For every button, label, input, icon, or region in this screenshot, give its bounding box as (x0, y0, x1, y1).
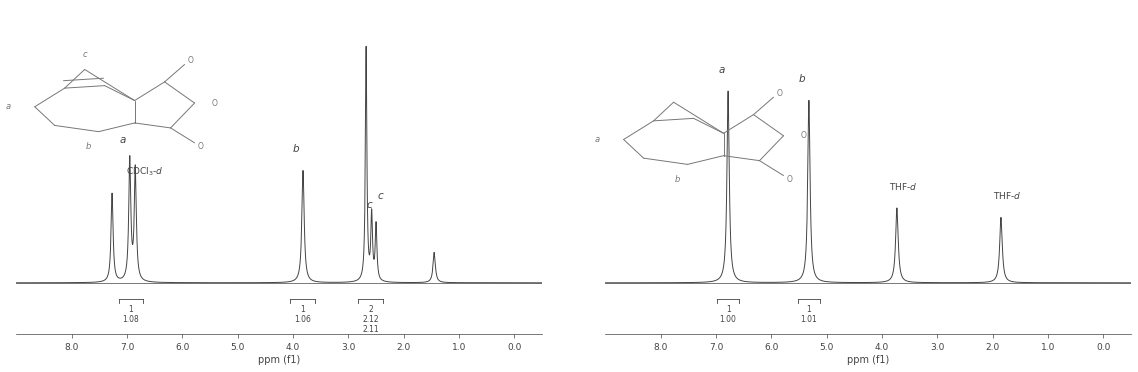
Text: THF-$d$: THF-$d$ (889, 181, 917, 192)
Text: b: b (799, 74, 806, 84)
Text: O: O (786, 175, 792, 184)
Text: a: a (594, 135, 600, 144)
Text: c: c (377, 191, 382, 201)
Text: 2.12: 2.12 (362, 315, 379, 324)
Text: b: b (86, 142, 91, 151)
Text: O: O (188, 56, 193, 65)
X-axis label: ppm (f1): ppm (f1) (258, 355, 300, 365)
Text: O: O (198, 142, 204, 151)
Text: 1.06: 1.06 (295, 315, 311, 324)
Text: 1: 1 (129, 305, 133, 314)
Text: O: O (212, 99, 217, 108)
Text: 2.11: 2.11 (362, 325, 379, 334)
Text: b: b (294, 144, 299, 154)
Text: O: O (776, 89, 783, 98)
Text: b: b (675, 175, 681, 184)
Text: a: a (119, 135, 126, 145)
Text: 2: 2 (369, 305, 373, 314)
Text: 1: 1 (726, 305, 731, 314)
Text: 1.08: 1.08 (122, 315, 139, 324)
Text: a: a (6, 102, 10, 111)
Text: a: a (718, 65, 725, 75)
Text: CDCl$_3$-$d$: CDCl$_3$-$d$ (125, 165, 163, 177)
Text: c: c (82, 50, 86, 59)
Text: THF-$d$: THF-$d$ (992, 190, 1021, 201)
Text: O: O (800, 131, 807, 140)
Text: 1.00: 1.00 (719, 315, 736, 324)
Text: c: c (366, 201, 372, 210)
X-axis label: ppm (f1): ppm (f1) (847, 355, 889, 365)
Text: 1: 1 (300, 305, 305, 314)
Text: 1: 1 (807, 305, 811, 314)
Text: 1.01: 1.01 (800, 315, 817, 324)
